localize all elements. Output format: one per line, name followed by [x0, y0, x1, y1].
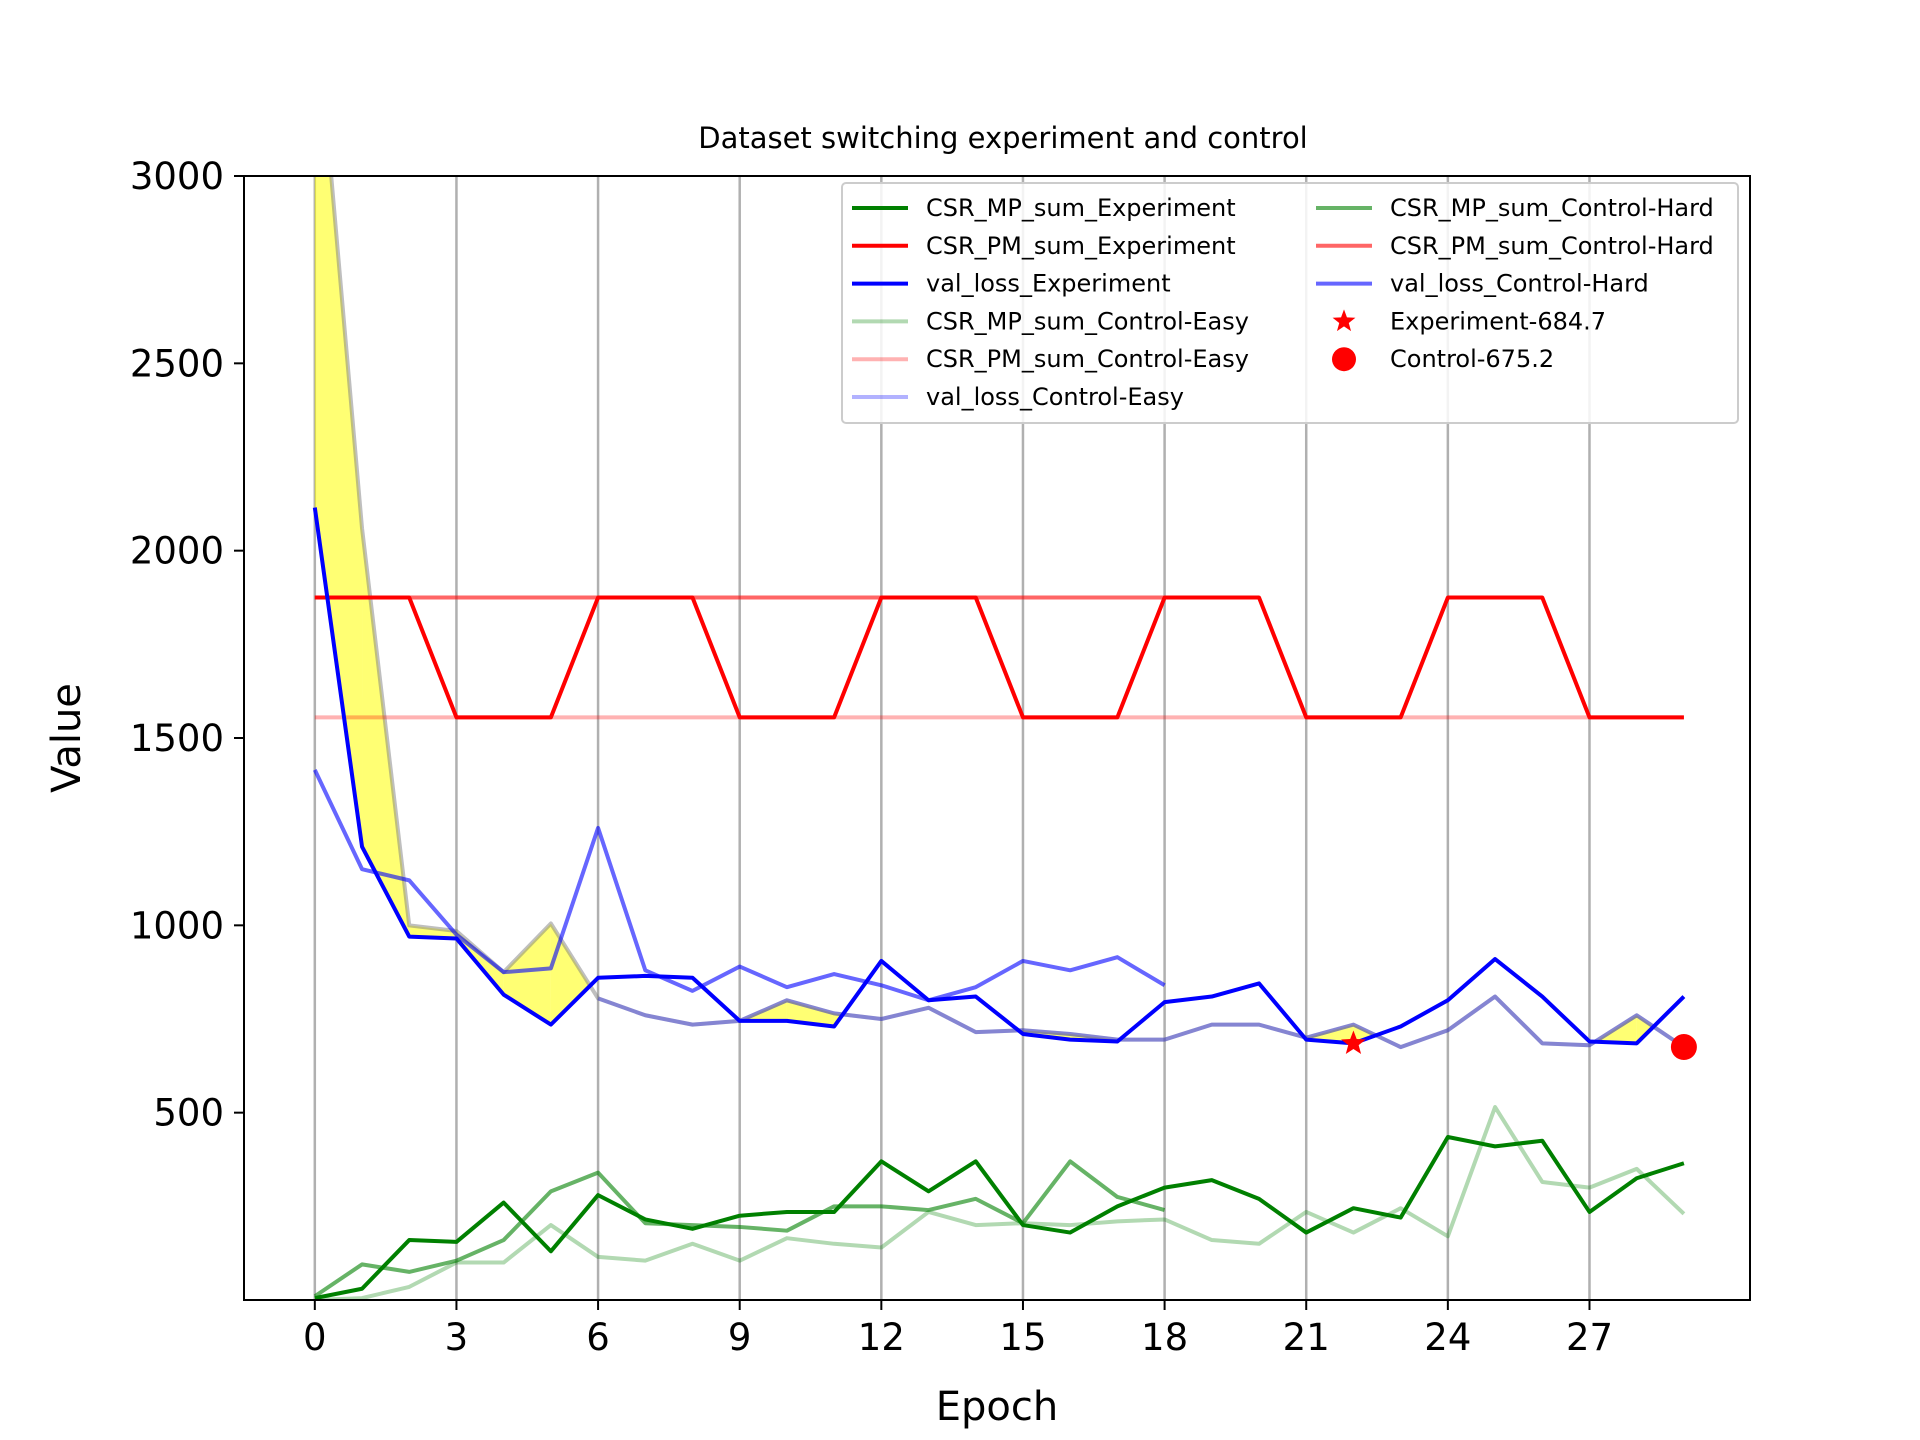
y-tick-label: 2000 [130, 530, 224, 573]
legend-entry-csr-mp-sum-control-easy: CSR_MP_sum_Control-Easy [852, 307, 1249, 335]
shade-segment [1636, 1015, 1654, 1044]
series-line-csr-mp-sum-control-easy [314, 1105, 1686, 1300]
legend-circle-marker [1332, 347, 1356, 372]
series-line-val-loss-control-hard [313, 768, 1166, 1003]
series-line-val-loss-control-easy [597, 994, 1686, 1050]
legend: CSR_MP_sum_Experiment CSR_PM_sum_Experime… [841, 182, 1739, 424]
x-tick-label: 6 [586, 1316, 610, 1359]
y-tick-label: 2500 [130, 342, 224, 385]
y-axis-label: Value [44, 683, 90, 793]
shade-layer [314, 176, 1686, 1050]
x-tick-label: 18 [1141, 1316, 1188, 1359]
x-tick-label: 12 [858, 1316, 905, 1359]
control-upper-line [329, 176, 1686, 1050]
y-tick-label: 500 [153, 1092, 224, 1135]
y-tick-label: 3000 [130, 155, 224, 198]
legend-entry-val-loss-experiment: val_loss_Experiment [852, 270, 1171, 298]
plot-area [312, 176, 1697, 1300]
x-tick-label: 0 [303, 1316, 327, 1359]
legend-label: Experiment-684.7 [1390, 307, 1606, 335]
legend-entry-csr-pm-sum-control-hard: CSR_PM_sum_Control-Hard [1316, 232, 1714, 260]
legend-star-marker [1332, 309, 1356, 332]
legend-label: val_loss_Control-Hard [1390, 270, 1649, 298]
legend-label: CSR_MP_sum_Control-Easy [926, 307, 1249, 335]
legend-entry-csr-pm-sum-control-easy: CSR_PM_sum_Control-Easy [852, 345, 1249, 373]
y-tick-label: 1500 [130, 717, 224, 760]
marker-layer [1341, 1030, 1697, 1061]
x-tick-label: 9 [728, 1316, 752, 1359]
x-tick-label: 21 [1283, 1316, 1330, 1359]
shade-segment [503, 923, 551, 1025]
legend-label: CSR_PM_sum_Control-Hard [1390, 232, 1714, 260]
legend-label: CSR_MP_sum_Experiment [926, 194, 1236, 222]
legend-entry-csr-pm-sum-experiment: CSR_PM_sum_Experiment [852, 232, 1236, 260]
series-line-csr-mp-sum-experiment [314, 1135, 1685, 1300]
y-tick-label: 1000 [130, 904, 224, 947]
marker-control-675-2 [1670, 1034, 1697, 1061]
legend-entry-control-675-2: Control-675.2 [1332, 345, 1554, 373]
shade-segment [786, 1000, 835, 1027]
series-line-csr-pm-sum-experiment [314, 595, 1684, 720]
legend-label: CSR_PM_sum_Control-Easy [926, 345, 1249, 373]
shade-segment [550, 923, 591, 1025]
x-axis-label: Epoch [936, 1384, 1058, 1430]
legend-entry-val-loss-control-easy: val_loss_Control-Easy [852, 383, 1184, 411]
chart-title: Dataset switching experiment and control [698, 121, 1308, 155]
series-layer [312, 507, 1686, 1300]
x-tick-label: 24 [1424, 1316, 1471, 1359]
legend-label: Control-675.2 [1390, 345, 1554, 373]
x-axis: 0 3 6 9 12 15 18 21 24 27 [303, 1300, 1613, 1359]
legend-box [841, 182, 1739, 424]
legend-label: val_loss_Control-Easy [926, 383, 1184, 411]
legend-entry-val-loss-control-hard: val_loss_Control-Hard [1316, 270, 1649, 298]
legend-label: val_loss_Experiment [926, 270, 1171, 298]
legend-entry-csr-mp-sum-experiment: CSR_MP_sum_Experiment [852, 194, 1236, 222]
x-tick-label: 27 [1566, 1316, 1613, 1359]
legend-entry-experiment-684-7: Experiment-684.7 [1332, 307, 1606, 335]
legend-label: CSR_MP_sum_Control-Hard [1390, 194, 1714, 222]
x-tick-label: 3 [445, 1316, 469, 1359]
shade-segment [314, 176, 363, 847]
marker-experiment-684-7 [1341, 1030, 1366, 1054]
legend-label: CSR_PM_sum_Experiment [926, 232, 1236, 260]
series-line-val-loss-experiment [312, 507, 1686, 1046]
x-tick-label: 15 [999, 1316, 1046, 1359]
legend-entry-csr-mp-sum-control-hard: CSR_MP_sum_Control-Hard [1316, 194, 1714, 222]
y-axis: 500 1000 1500 2000 2500 3000 [130, 155, 244, 1135]
